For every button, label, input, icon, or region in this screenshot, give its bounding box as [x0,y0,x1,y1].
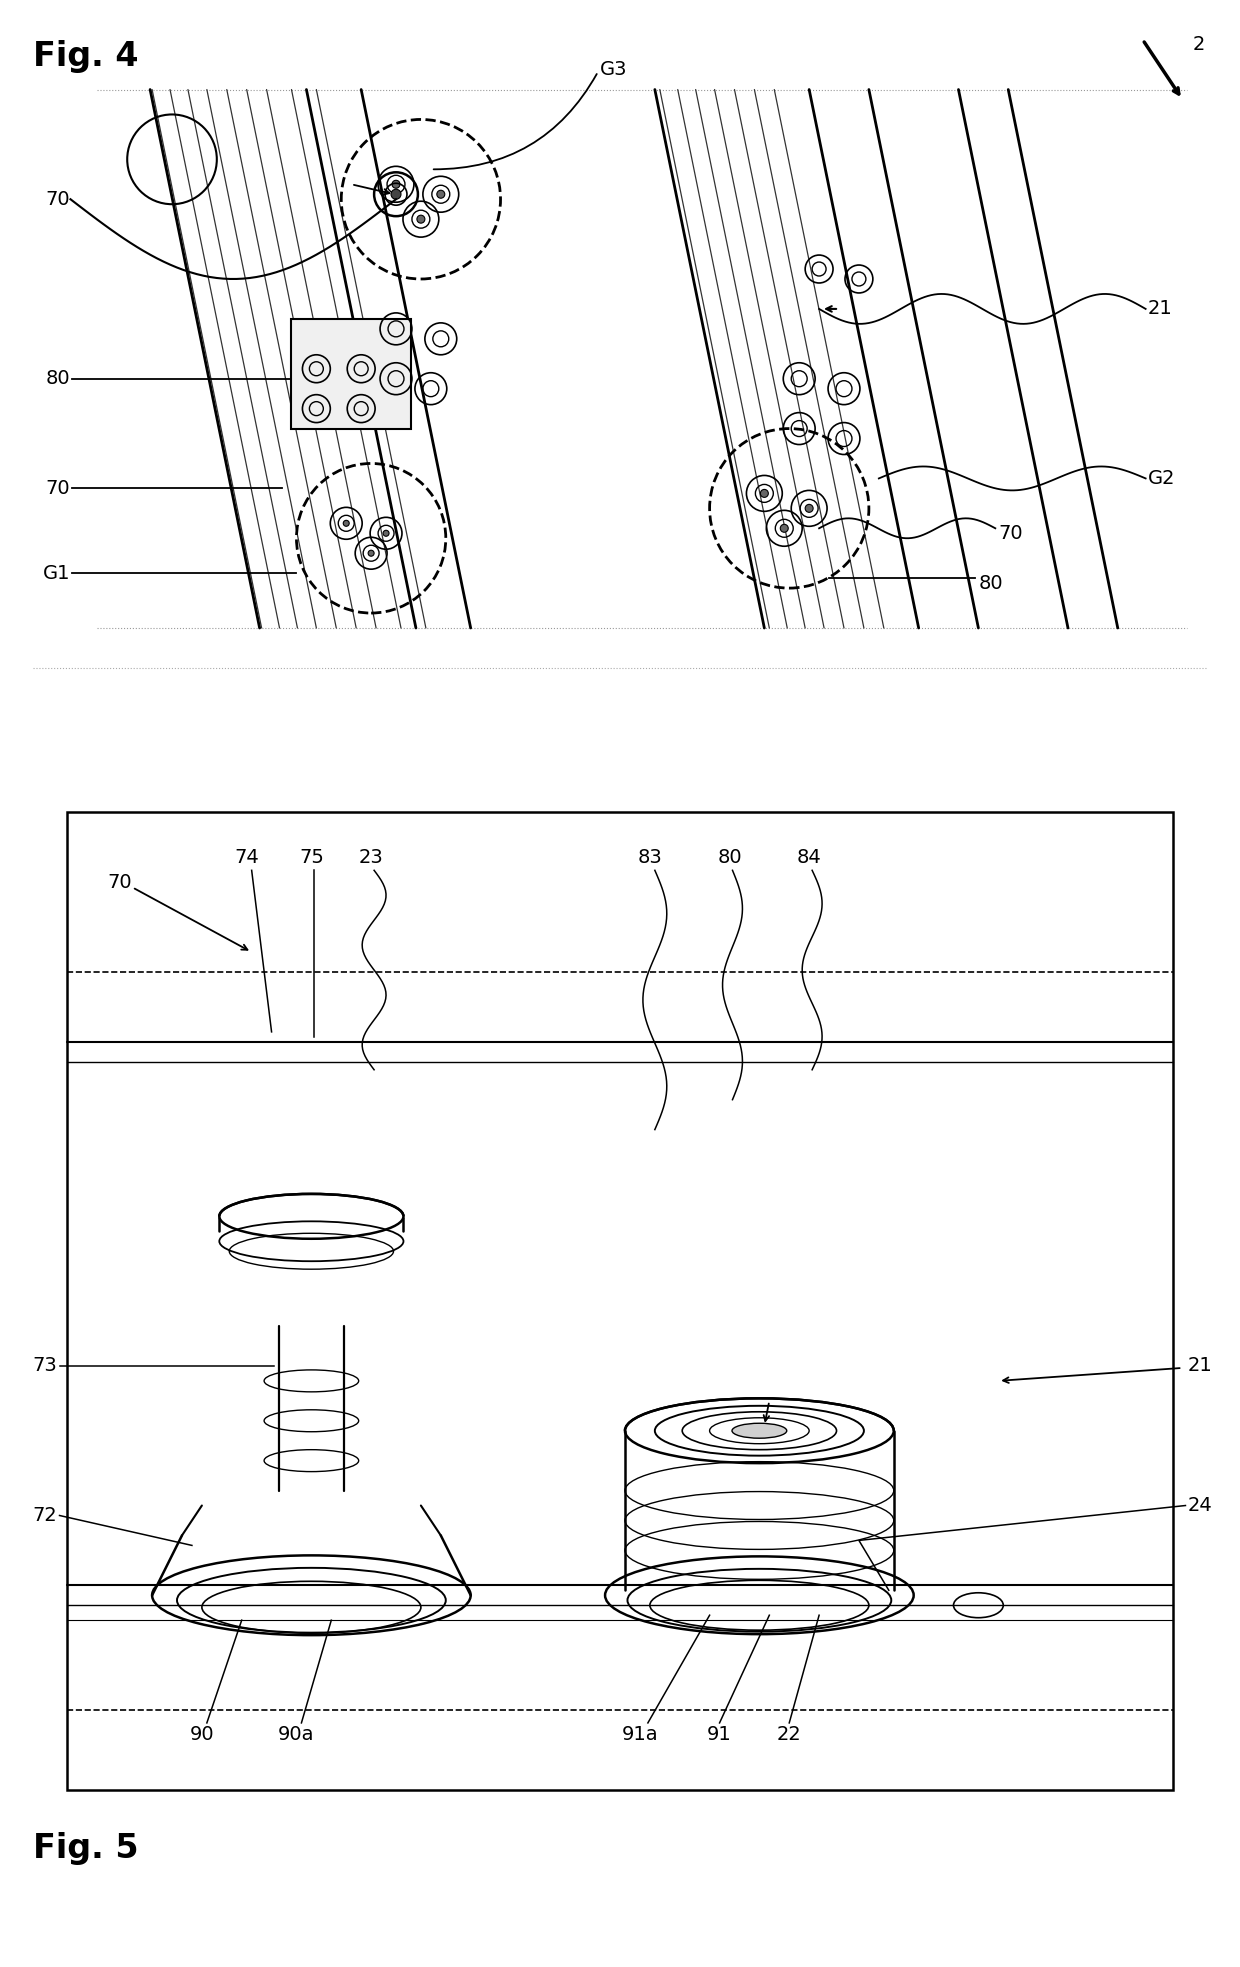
Text: 22: 22 [777,1725,801,1745]
Text: 83: 83 [637,848,662,867]
Circle shape [391,189,401,199]
Text: 21: 21 [1188,1357,1213,1375]
Circle shape [392,181,401,189]
Text: 90a: 90a [278,1725,315,1745]
Text: G2: G2 [1148,468,1176,488]
Text: 72: 72 [32,1507,57,1524]
Circle shape [368,551,374,557]
Text: G1: G1 [43,565,71,582]
Text: 73: 73 [32,1357,57,1375]
Circle shape [436,191,445,199]
Circle shape [780,525,789,533]
Text: 2: 2 [1193,35,1205,55]
Text: 90: 90 [190,1725,215,1745]
Text: 75: 75 [299,848,324,867]
Circle shape [383,531,389,537]
Circle shape [417,214,425,222]
Text: 21: 21 [1148,299,1172,319]
Text: 74: 74 [234,848,259,867]
Text: 24: 24 [1188,1497,1213,1515]
Ellipse shape [732,1424,786,1438]
Text: 80: 80 [978,574,1003,592]
Text: 84: 84 [797,848,822,867]
Text: Fig. 4: Fig. 4 [32,39,138,73]
Text: 70: 70 [46,189,71,209]
Circle shape [805,504,813,511]
FancyBboxPatch shape [291,319,410,429]
Text: 80: 80 [46,370,71,387]
Circle shape [343,521,350,527]
FancyBboxPatch shape [67,812,1173,1790]
Text: 23: 23 [358,848,383,867]
Text: 70: 70 [46,478,71,498]
Text: Fig. 5: Fig. 5 [32,1831,139,1865]
Text: 91: 91 [707,1725,732,1745]
Text: 91a: 91a [621,1725,658,1745]
Text: 80: 80 [717,848,742,867]
Text: 70: 70 [998,523,1023,543]
Text: 70: 70 [108,873,131,891]
Circle shape [760,490,769,498]
Text: G3: G3 [600,61,627,79]
